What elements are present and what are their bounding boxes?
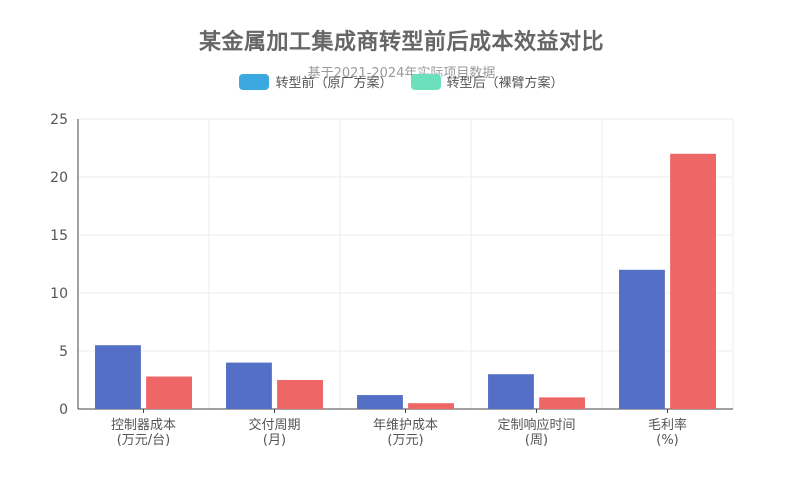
chart-legend[interactable]: 转型前（原厂方案） 转型后（裸臂方案）: [0, 72, 803, 91]
bar-before: [95, 345, 141, 409]
y-tick-label: 15: [50, 228, 68, 244]
bar-before: [226, 362, 272, 409]
x-tick-label: (周): [525, 433, 548, 448]
legend-swatch-after: [410, 73, 441, 90]
x-tick-label: (月): [263, 433, 286, 448]
bar-before: [619, 269, 665, 409]
legend-swatch-before: [239, 73, 270, 90]
x-tick-label: (万元/台): [117, 433, 171, 448]
legend-label-after: 转型后（裸臂方案）: [446, 76, 564, 91]
bar-after: [277, 380, 323, 409]
x-tick-label: 年维护成本: [373, 418, 438, 433]
bar-after: [146, 376, 192, 409]
legend-label-before: 转型前（原厂方案）: [275, 76, 393, 91]
x-tick-label: 控制器成本: [111, 418, 176, 433]
bar-after: [539, 397, 585, 409]
bar-before: [488, 374, 534, 409]
y-tick-label: 20: [50, 170, 68, 186]
x-tick-label: (万元): [387, 433, 423, 448]
bar-after: [408, 403, 454, 409]
y-tick-label: 5: [59, 344, 68, 360]
y-tick-label: 10: [50, 286, 68, 302]
chart-title: 某金属加工集成商转型前后成本效益对比: [198, 30, 604, 55]
x-tick-label: 毛利率: [648, 417, 687, 433]
x-tick-label: (%): [656, 433, 679, 448]
legend-item-before[interactable]: 转型前（原厂方案）: [239, 72, 393, 91]
bar-before: [357, 395, 403, 409]
y-tick-label: 25: [50, 112, 68, 128]
y-tick-label: 0: [59, 402, 68, 418]
x-tick-label: 定制响应时间: [497, 417, 575, 433]
legend-item-after[interactable]: 转型后（裸臂方案）: [410, 72, 564, 91]
bar-after: [670, 153, 716, 409]
chart-subtitle: 基于2021-2024年实际项目数据: [307, 66, 496, 81]
x-tick-label: 交付周期: [248, 417, 300, 433]
